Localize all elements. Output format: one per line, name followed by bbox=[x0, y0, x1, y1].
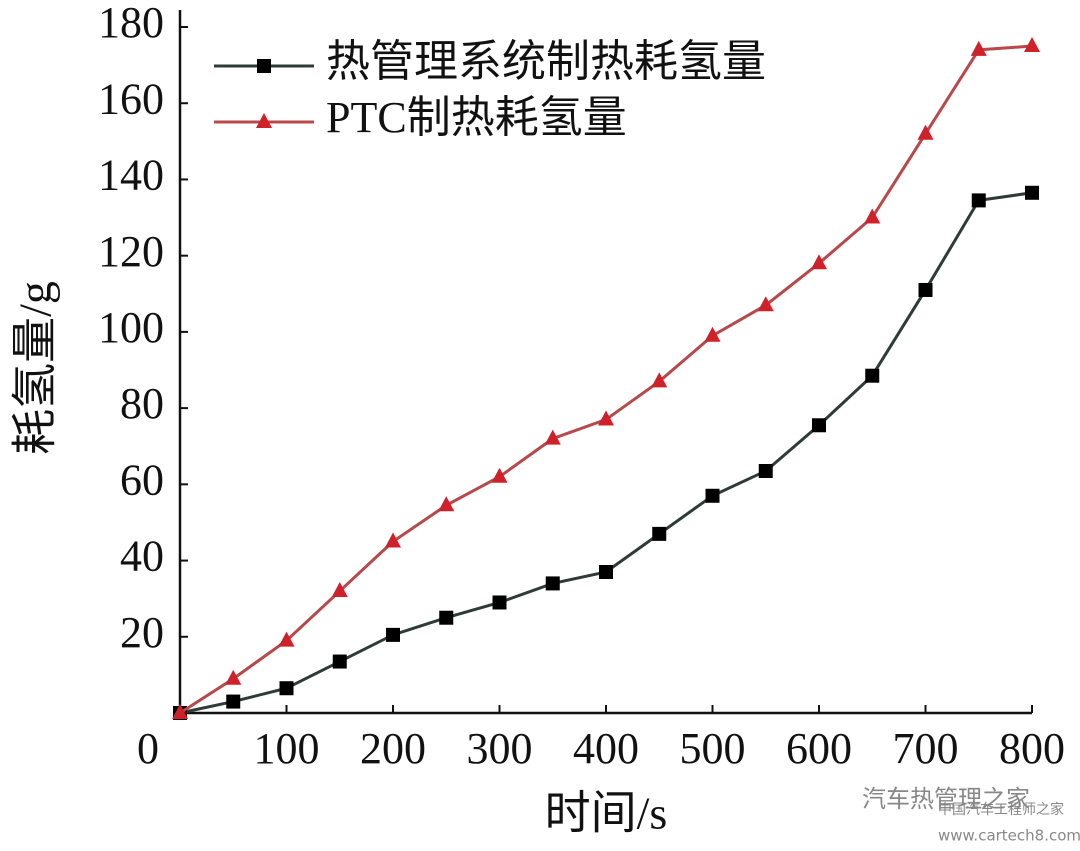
x-tick-label: 800 bbox=[999, 724, 1065, 773]
watermark: www.cartech8.com bbox=[938, 827, 1080, 845]
point bbox=[865, 368, 880, 383]
point bbox=[917, 124, 934, 140]
point bbox=[970, 40, 987, 56]
point bbox=[864, 208, 881, 224]
point bbox=[544, 429, 561, 445]
point bbox=[651, 372, 668, 388]
point bbox=[438, 496, 455, 512]
y-tick-label: 180 bbox=[98, 0, 164, 47]
x-tick-label: 400 bbox=[573, 724, 639, 773]
x-tick-label: 700 bbox=[893, 724, 959, 773]
point bbox=[492, 595, 507, 610]
point bbox=[225, 669, 242, 685]
y-tick-label: 60 bbox=[120, 455, 164, 504]
x-tick-label: 0 bbox=[137, 724, 159, 773]
y-tick-label: 40 bbox=[120, 532, 164, 581]
y-axis-label: 耗氢量/g bbox=[10, 281, 61, 455]
point bbox=[811, 254, 827, 270]
x-tick-label: 300 bbox=[467, 724, 533, 773]
point bbox=[758, 463, 773, 478]
y-tick-label: 160 bbox=[98, 74, 164, 123]
point bbox=[279, 681, 294, 696]
point bbox=[172, 704, 188, 719]
x-axis-label: 时间/s bbox=[545, 788, 668, 839]
legend-marker bbox=[256, 113, 272, 128]
series-line bbox=[179, 44, 1033, 715]
point bbox=[439, 610, 454, 625]
point bbox=[599, 564, 613, 579]
legend-label: PTC制热耗氢量 bbox=[326, 93, 627, 142]
point bbox=[971, 193, 986, 208]
point bbox=[812, 418, 826, 433]
point bbox=[704, 326, 721, 342]
y-tick-label: 140 bbox=[98, 151, 164, 200]
point bbox=[278, 631, 295, 647]
point bbox=[918, 282, 933, 297]
point bbox=[705, 488, 720, 503]
series-line bbox=[179, 191, 1033, 715]
point bbox=[226, 694, 241, 709]
point bbox=[332, 654, 347, 669]
y-tick-label: 100 bbox=[98, 303, 164, 352]
point bbox=[1024, 37, 1040, 53]
watermark: 汽车热管理之家 bbox=[862, 785, 1030, 813]
y-tick-label: 120 bbox=[98, 227, 164, 276]
y-tick-label: 20 bbox=[120, 608, 164, 657]
point bbox=[598, 410, 614, 426]
point bbox=[386, 627, 400, 642]
watermark: 中国汽车工程师之家 bbox=[938, 801, 1064, 818]
point bbox=[491, 467, 508, 483]
x-tick-label: 100 bbox=[254, 724, 320, 773]
point bbox=[331, 582, 348, 598]
legend-marker bbox=[257, 59, 271, 73]
point bbox=[652, 526, 667, 541]
point bbox=[385, 532, 401, 548]
point bbox=[757, 296, 774, 312]
point bbox=[545, 576, 560, 591]
x-tick-label: 500 bbox=[680, 724, 746, 773]
y-tick-label: 80 bbox=[120, 379, 164, 428]
x-tick-label: 600 bbox=[786, 724, 852, 773]
point bbox=[1025, 185, 1039, 200]
x-tick-label: 200 bbox=[360, 724, 426, 773]
legend-label: 热管理系统制热耗氢量 bbox=[326, 37, 766, 86]
